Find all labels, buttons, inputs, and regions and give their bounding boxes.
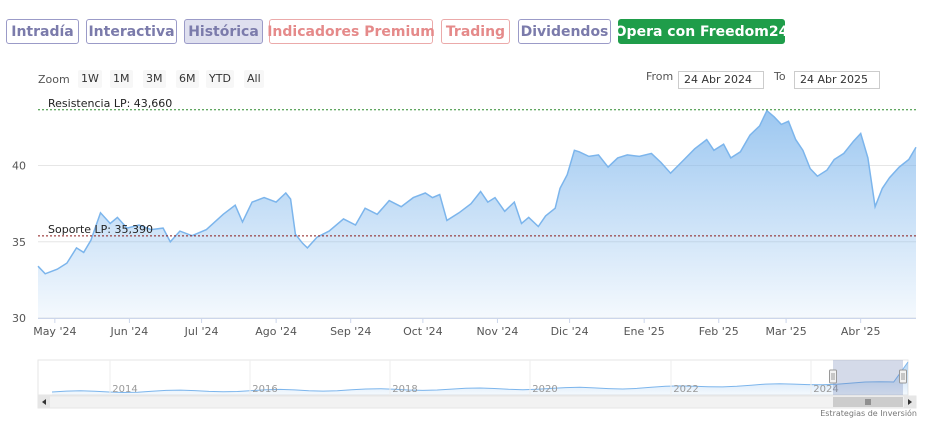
- navigator-tick-label: 2020: [532, 384, 557, 395]
- x-axis: May '24 Jun '24 Jul '24 Ago '24 Sep '24 Oct '…: [33, 318, 880, 338]
- x-tick-label: Ene '25: [624, 325, 665, 338]
- chevron-right-icon: [908, 399, 912, 405]
- grid-lines: [38, 165, 916, 319]
- tab-dividendos[interactable]: Dividendos: [518, 19, 611, 44]
- freedom24-button[interactable]: Opera con Freedom24: [615, 19, 788, 44]
- navigator-tick-label: 2016: [252, 384, 277, 395]
- price-area: [38, 110, 916, 318]
- x-tick-label: Oct '24: [403, 325, 443, 338]
- tab-interactiva[interactable]: Interactiva: [86, 19, 177, 44]
- x-tick-label: Dic '24: [551, 325, 589, 338]
- to-label: To: [774, 70, 786, 83]
- navigator-tick-label: 2022: [673, 384, 698, 395]
- scroll-left-button[interactable]: [38, 396, 50, 408]
- price-line: [37, 109, 917, 275]
- x-tick-label: Feb '25: [699, 325, 739, 338]
- zoom-all-button[interactable]: All: [244, 70, 264, 88]
- x-tick-label: Jul '24: [184, 325, 219, 338]
- navigator-tick-label: 2014: [112, 384, 137, 395]
- navigator-handle-left[interactable]: [829, 369, 837, 384]
- navigator-tick-label: 2018: [392, 384, 417, 395]
- zoom-3m-button[interactable]: 3M: [143, 70, 166, 88]
- x-tick-label: Abr '25: [841, 325, 881, 338]
- navigator-frame: [37, 359, 909, 396]
- y-tick-label: 40: [12, 160, 26, 173]
- tab-trading[interactable]: Trading: [441, 19, 510, 44]
- tab-intradia[interactable]: Intradía: [6, 19, 79, 44]
- from-date-input[interactable]: 24 Abr 2024: [678, 71, 764, 89]
- navigator-selection[interactable]: [833, 360, 903, 395]
- tab-indicadores-premium[interactable]: Indicadores Premium: [267, 19, 435, 44]
- resistance-label: Resistencia LP: 43,660: [48, 97, 172, 110]
- navigator-line: [51, 361, 909, 394]
- annotations: Resistencia LP: 43,660 Soporte LP: 35,390: [38, 97, 916, 237]
- x-tick-label: May '24: [33, 325, 76, 338]
- navigator-tick-label: 2024: [813, 384, 838, 395]
- x-tick-label: Nov '24: [476, 325, 518, 338]
- zoom-label: Zoom: [38, 73, 70, 86]
- y-tick-label: 30: [12, 312, 26, 325]
- x-tick-label: Jun '24: [110, 325, 149, 338]
- from-label: From: [646, 70, 674, 83]
- zoom-ytd-button[interactable]: YTD: [206, 70, 234, 88]
- x-tick-label: Mar '25: [765, 325, 806, 338]
- navigator: 2014 2016 2018 2020 2022 2024: [37, 359, 917, 409]
- navigator-area: [52, 362, 908, 395]
- zoom-1w-button[interactable]: 1W: [78, 70, 102, 88]
- tab-historica[interactable]: Histórica: [184, 19, 263, 44]
- to-date-input[interactable]: 24 Abr 2025: [794, 71, 880, 89]
- zoom-6m-button[interactable]: 6M: [176, 70, 199, 88]
- credit-text: Estrategias de Inversión: [820, 409, 917, 418]
- x-tick-label: Sep '24: [330, 325, 371, 338]
- x-tick-label: Ago '24: [255, 325, 297, 338]
- navigator-handle-right[interactable]: [899, 369, 907, 384]
- support-label: Soporte LP: 35,390: [48, 223, 153, 236]
- chevron-left-icon: [42, 399, 46, 405]
- navigator-scrollbar[interactable]: [37, 395, 917, 409]
- y-axis: 30 35 40: [12, 160, 26, 325]
- zoom-1m-button[interactable]: 1M: [110, 70, 133, 88]
- scrollbar-thumb[interactable]: [833, 397, 903, 407]
- scroll-right-button[interactable]: [904, 396, 916, 408]
- y-tick-label: 35: [12, 236, 26, 249]
